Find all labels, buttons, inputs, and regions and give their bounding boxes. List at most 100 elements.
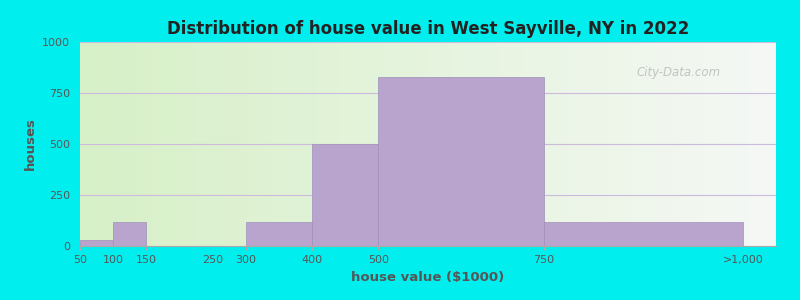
Bar xyxy=(710,42,714,246)
Bar xyxy=(113,221,146,246)
Bar xyxy=(243,42,247,246)
Bar xyxy=(459,42,462,246)
Bar xyxy=(376,42,379,246)
Bar xyxy=(734,42,738,246)
Bar xyxy=(299,42,302,246)
Bar xyxy=(536,42,539,246)
Bar xyxy=(498,42,501,246)
Bar xyxy=(539,42,543,246)
Bar xyxy=(490,42,494,246)
Bar xyxy=(442,42,446,246)
Bar xyxy=(598,42,602,246)
Bar xyxy=(630,42,634,246)
Bar xyxy=(198,42,202,246)
Bar xyxy=(714,42,717,246)
Bar xyxy=(755,42,758,246)
Bar xyxy=(345,42,348,246)
Bar xyxy=(626,42,630,246)
Bar xyxy=(619,42,623,246)
Bar xyxy=(126,42,129,246)
Bar xyxy=(87,42,90,246)
Bar xyxy=(83,42,87,246)
Bar xyxy=(139,42,142,246)
Bar xyxy=(745,42,748,246)
Title: Distribution of house value in West Sayville, NY in 2022: Distribution of house value in West Sayv… xyxy=(167,20,689,38)
Bar xyxy=(526,42,529,246)
Bar xyxy=(404,42,407,246)
Bar xyxy=(678,42,682,246)
Bar xyxy=(296,42,299,246)
Bar xyxy=(706,42,710,246)
Bar xyxy=(748,42,752,246)
Bar xyxy=(730,42,734,246)
Bar xyxy=(206,42,209,246)
Bar xyxy=(386,42,390,246)
Bar xyxy=(230,42,233,246)
Bar xyxy=(449,42,452,246)
Bar xyxy=(233,42,237,246)
Bar xyxy=(286,42,289,246)
Bar xyxy=(379,42,382,246)
Bar xyxy=(80,240,113,246)
Bar xyxy=(665,42,668,246)
Bar xyxy=(682,42,686,246)
Bar xyxy=(533,42,536,246)
Bar xyxy=(560,42,564,246)
Bar xyxy=(397,42,400,246)
Bar xyxy=(362,42,366,246)
Bar xyxy=(606,42,609,246)
Bar xyxy=(378,77,544,246)
Bar xyxy=(758,42,762,246)
Bar xyxy=(101,42,104,246)
Bar xyxy=(382,42,386,246)
Bar xyxy=(410,42,414,246)
Bar xyxy=(310,42,313,246)
Bar xyxy=(477,42,480,246)
Bar xyxy=(195,42,198,246)
Bar xyxy=(306,42,310,246)
Bar xyxy=(762,42,766,246)
Bar xyxy=(431,42,435,246)
Bar xyxy=(421,42,425,246)
Bar xyxy=(456,42,459,246)
Bar xyxy=(338,42,341,246)
Bar xyxy=(369,42,372,246)
Bar xyxy=(446,42,449,246)
Bar xyxy=(487,42,490,246)
Bar xyxy=(390,42,394,246)
Bar xyxy=(191,42,195,246)
Bar xyxy=(129,42,132,246)
Bar xyxy=(515,42,518,246)
Bar xyxy=(104,42,108,246)
Bar xyxy=(578,42,581,246)
Bar xyxy=(769,42,773,246)
Bar xyxy=(122,42,126,246)
Bar xyxy=(334,42,338,246)
Bar xyxy=(474,42,477,246)
Bar xyxy=(94,42,98,246)
Bar xyxy=(320,42,323,246)
Bar xyxy=(313,42,317,246)
Bar xyxy=(292,42,296,246)
Bar xyxy=(609,42,613,246)
Bar xyxy=(773,42,776,246)
Bar xyxy=(543,42,546,246)
Bar xyxy=(108,42,111,246)
Bar xyxy=(438,42,442,246)
Bar xyxy=(567,42,570,246)
Bar xyxy=(170,42,174,246)
Bar xyxy=(557,42,560,246)
Text: City-Data.com: City-Data.com xyxy=(637,66,721,79)
Bar xyxy=(752,42,755,246)
Bar xyxy=(115,42,118,246)
Bar xyxy=(146,42,150,246)
Bar xyxy=(544,221,743,246)
Bar xyxy=(178,42,181,246)
Bar xyxy=(132,42,136,246)
Bar xyxy=(150,42,153,246)
Bar xyxy=(696,42,699,246)
Bar xyxy=(570,42,574,246)
Bar xyxy=(602,42,606,246)
Bar xyxy=(727,42,730,246)
Bar xyxy=(550,42,554,246)
